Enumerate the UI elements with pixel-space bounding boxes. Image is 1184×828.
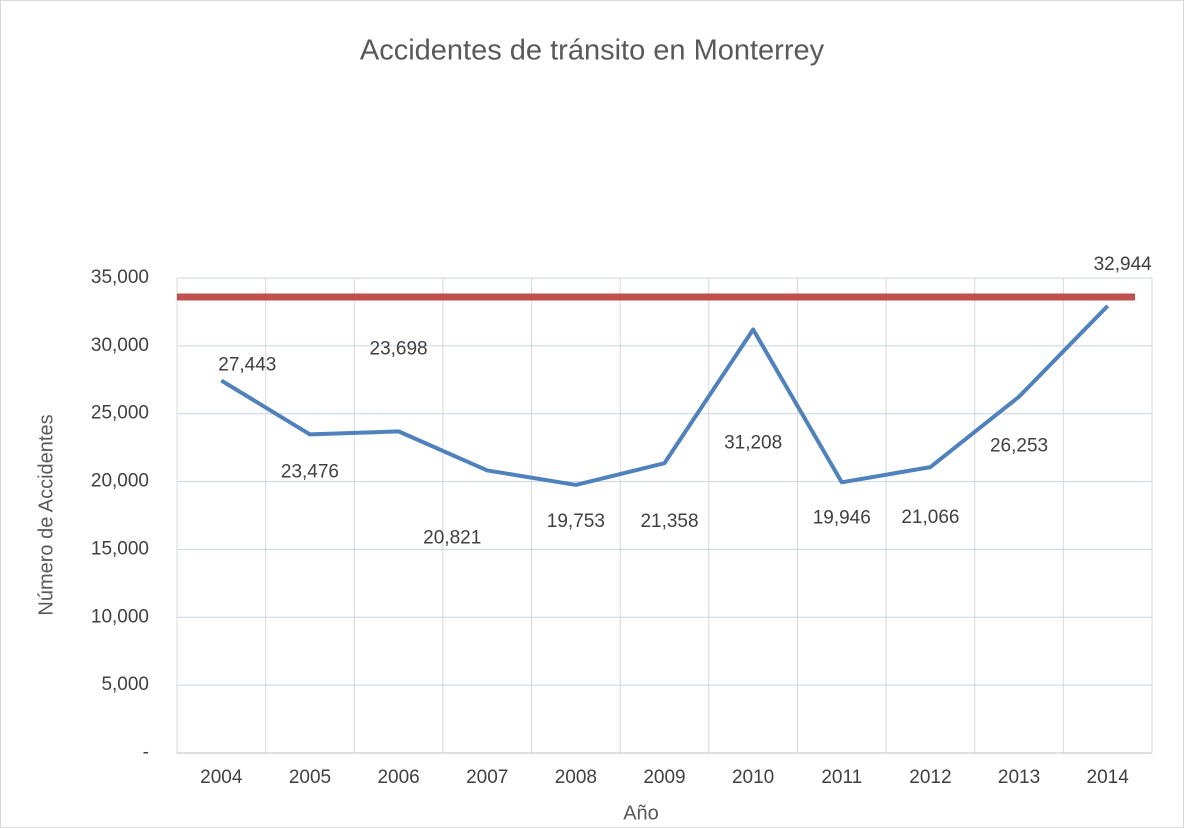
data-label: 27,443 [218,355,276,376]
x-tick-label: 2012 [909,767,951,788]
x-tick-label: 2004 [200,767,243,788]
y-tick-label: - [143,742,149,763]
x-tick-label: 2008 [555,767,597,788]
y-tick-label: 25,000 [91,403,149,424]
x-tick-label: 2009 [643,767,685,788]
data-label: 20,821 [423,527,481,548]
y-tick-label: 20,000 [91,471,149,492]
data-label: 26,253 [990,436,1048,457]
x-tick-label: 2014 [1087,767,1130,788]
y-tick-label: 5,000 [101,674,149,695]
data-label: 21,358 [640,511,698,532]
x-tick-label: 2010 [732,767,774,788]
chart-title: Accidentes de tránsito en Monterrey [360,35,825,67]
x-tick-label: 2011 [821,767,862,788]
y-tick-label: 15,000 [91,538,149,559]
y-tick-label: 30,000 [91,335,149,356]
x-tick-label: 2006 [377,767,419,788]
line-series [220,304,1110,487]
y-axis-title: Número de Accidentes [35,414,57,615]
data-label: 23,698 [370,338,428,359]
x-axis-title: Año [623,802,659,824]
data-label: 32,944 [1094,254,1153,275]
data-label: 31,208 [724,432,782,453]
x-tick-label: 2013 [998,767,1040,788]
data-label: 19,753 [547,511,605,532]
x-tick-label: 2005 [289,767,331,788]
data-label: 23,476 [281,461,339,482]
x-tick-label: 2007 [466,767,508,788]
data-label: 21,066 [901,507,959,528]
y-tick-label: 35,000 [91,267,149,288]
y-tick-label: 10,000 [91,606,149,627]
data-label: 19,946 [813,507,871,528]
